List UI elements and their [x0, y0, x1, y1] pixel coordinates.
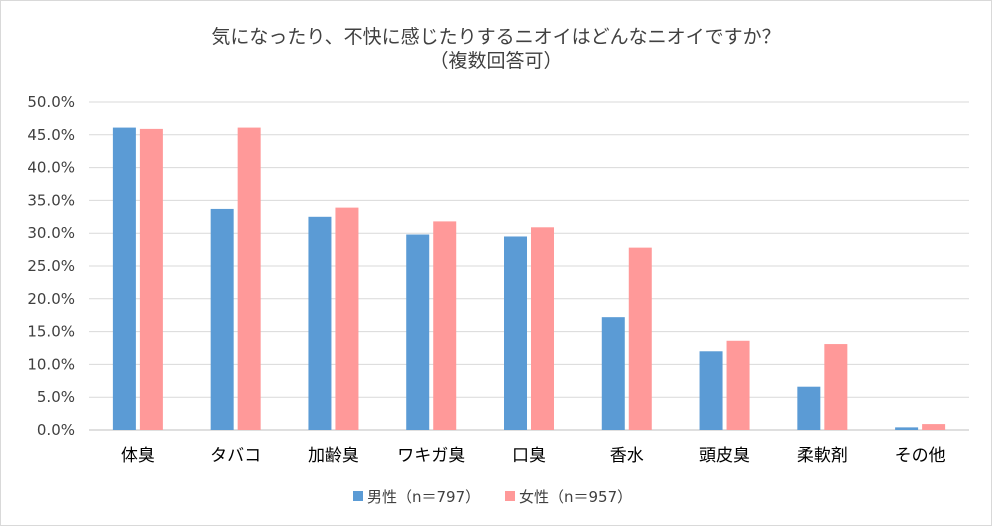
legend-label-female: 女性（n＝957） [519, 488, 632, 506]
bar-female-8 [824, 344, 848, 430]
bar-male-5 [504, 236, 527, 430]
bar-female-6 [628, 247, 652, 430]
bar-female-7 [726, 340, 750, 430]
x-tick-label: タバコ [210, 446, 261, 466]
bar-male-7 [699, 351, 723, 430]
gridlines [89, 101, 969, 431]
y-tick-label: 0.0% [37, 421, 75, 439]
bar-female-3 [335, 207, 359, 430]
bar-female-9 [922, 424, 946, 430]
bar-male-1 [112, 127, 136, 431]
bar-male-8 [797, 386, 821, 430]
y-tick-label: 45.0% [27, 126, 75, 144]
bar-female-2 [237, 127, 261, 431]
legend-swatch-female [505, 491, 515, 501]
bar-female-1 [139, 128, 163, 430]
chart-subtitle: （複数回答可） [429, 50, 562, 72]
bar-female-4 [433, 221, 457, 430]
y-tick-label: 15.0% [27, 323, 75, 341]
x-axis-ticks: 体臭 タバコ 加齢臭 ワキガ臭 口臭 香水 頭皮臭 柔軟剤 その他 [121, 446, 946, 466]
y-tick-label: 50.0% [27, 93, 75, 111]
x-tick-label: 柔軟剤 [797, 446, 848, 466]
x-tick-label: 香水 [610, 446, 644, 466]
x-tick-label: 加齢臭 [308, 446, 359, 466]
y-tick-label: 25.0% [27, 257, 75, 275]
bar-male-9 [895, 427, 919, 430]
x-tick-label: 口臭 [512, 446, 546, 466]
y-axis-ticks: 0.0% 5.0% 10.0% 15.0% 20.0% 25.0% 30.0% 35.0% 40… [27, 93, 75, 439]
bar-male-2 [210, 208, 234, 430]
y-tick-label: 20.0% [27, 290, 75, 308]
x-tick-label: その他 [895, 446, 946, 466]
x-tick-label: ワキガ臭 [397, 446, 465, 466]
bar-male-4 [406, 234, 430, 430]
chart-title: 気になったり、不快に感じたりするニオイはどんなニオイですか？ [211, 26, 780, 48]
bars [112, 127, 946, 431]
y-tick-label: 35.0% [27, 191, 75, 209]
legend: 男性（n＝797） 女性（n＝957） [353, 488, 632, 506]
x-tick-label: 頭皮臭 [699, 446, 750, 466]
bar-male-3 [308, 216, 332, 430]
legend-label-male: 男性（n＝797） [367, 488, 480, 506]
bar-female-5 [531, 227, 554, 430]
y-tick-label: 30.0% [27, 224, 75, 242]
y-tick-label: 5.0% [37, 388, 75, 406]
legend-swatch-male [353, 491, 363, 501]
bar-male-6 [601, 317, 625, 430]
y-tick-label: 40.0% [27, 159, 75, 177]
x-tick-label: 体臭 [121, 446, 155, 466]
y-tick-label: 10.0% [27, 355, 75, 373]
